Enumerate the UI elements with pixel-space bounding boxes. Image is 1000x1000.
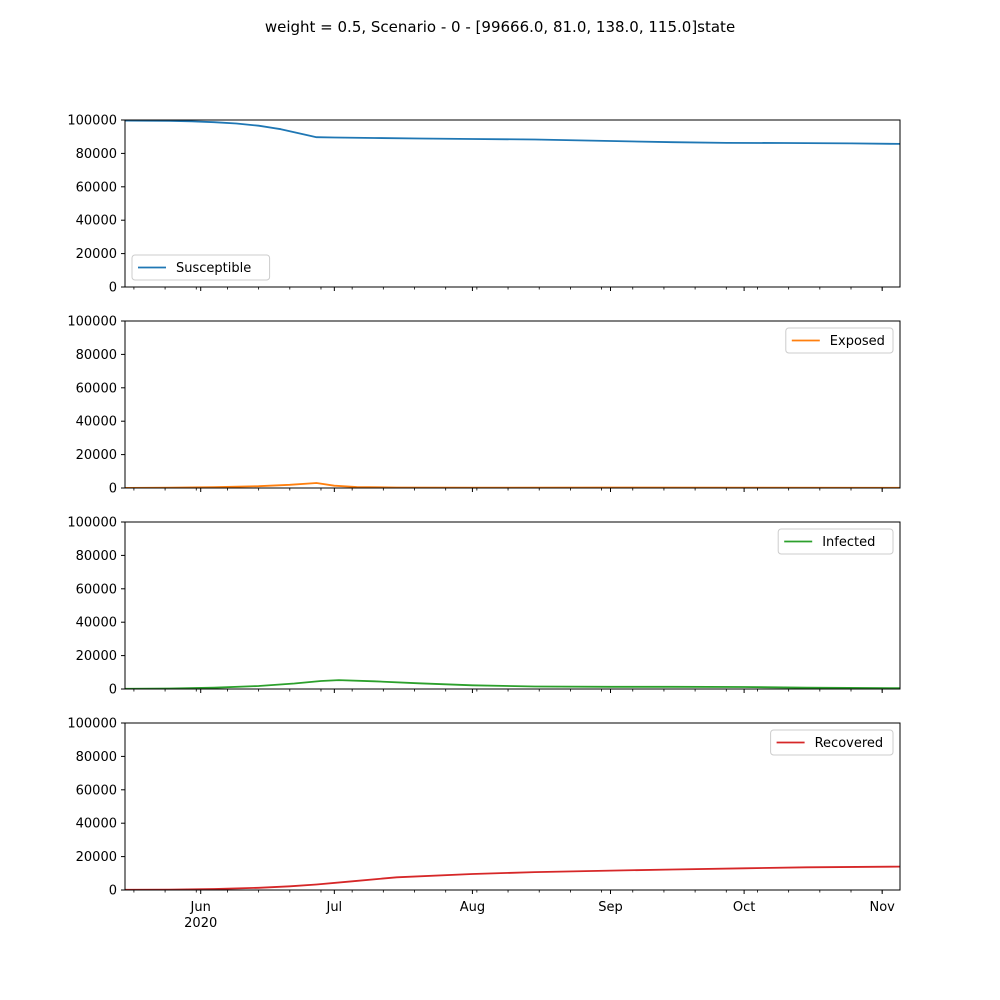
x-tick-label: Aug [460, 900, 485, 915]
legend: Recovered [770, 729, 894, 756]
y-tick-label: 0 [109, 281, 117, 296]
legend: Susceptible [131, 254, 271, 281]
y-tick-label: 60000 [76, 783, 117, 798]
axes-frame [124, 722, 901, 891]
y-tick-label: 100000 [67, 516, 117, 531]
x-tick-label: Jun [190, 900, 211, 915]
legend-label: Susceptible [176, 261, 251, 276]
y-tick-label: 0 [109, 683, 117, 698]
subplot-infected: 0 20000 40000 60000 80000 100000 Infected [67, 516, 901, 698]
figure-title: weight = 0.5, Scenario - 0 - [99666.0, 8… [265, 18, 735, 36]
y-tick-label: 20000 [76, 649, 117, 664]
series-line-exposed [125, 482, 900, 488]
legend: Infected [777, 528, 894, 555]
y-tick-label: 40000 [76, 214, 117, 229]
axes-frame [124, 119, 901, 288]
legend: Exposed [785, 327, 894, 354]
series-line-infected [125, 679, 900, 689]
y-tick-label: 40000 [76, 817, 117, 832]
series-line-recovered [125, 865, 900, 890]
subplot-exposed: 0 20000 40000 60000 80000 100000 Exposed [67, 315, 901, 497]
y-tick-label: 80000 [76, 750, 117, 765]
legend-label: Exposed [830, 334, 885, 349]
y-tick-label: 20000 [76, 448, 117, 463]
chart-panels: 0 20000 40000 60000 80000 100000 Susceptible 0 2… [67, 114, 901, 931]
y-tick-label: 80000 [76, 147, 117, 162]
y-tick-label: 60000 [76, 381, 117, 396]
legend-box [770, 729, 894, 756]
x-tick-label: Oct [733, 900, 755, 915]
subplot-susceptible: 0 20000 40000 60000 80000 100000 Susceptible [67, 114, 901, 296]
x-tick-label: Jul [325, 900, 342, 915]
x-tick-sublabel: 2020 [184, 916, 217, 931]
y-tick-label: 20000 [76, 850, 117, 865]
y-tick-label: 20000 [76, 247, 117, 262]
y-tick-label: 100000 [67, 114, 117, 129]
y-tick-label: 80000 [76, 348, 117, 363]
legend-box [785, 327, 894, 354]
legend-label: Infected [822, 535, 875, 550]
axes-frame [124, 521, 901, 690]
legend-box [777, 528, 894, 555]
y-tick-label: 40000 [76, 616, 117, 631]
legend-label: Recovered [815, 736, 884, 751]
y-tick-label: 100000 [67, 717, 117, 732]
y-tick-label: 60000 [76, 582, 117, 597]
y-tick-label: 100000 [67, 315, 117, 330]
x-tick-label: Nov [869, 900, 895, 915]
y-tick-label: 60000 [76, 180, 117, 195]
y-tick-label: 40000 [76, 415, 117, 430]
y-tick-label: 80000 [76, 549, 117, 564]
y-tick-label: 0 [109, 482, 117, 497]
axes-frame [124, 320, 901, 489]
y-tick-label: 0 [109, 884, 117, 899]
legend-box [131, 254, 271, 281]
x-tick-label: Sep [598, 900, 623, 915]
series-line-susceptible [125, 120, 900, 145]
